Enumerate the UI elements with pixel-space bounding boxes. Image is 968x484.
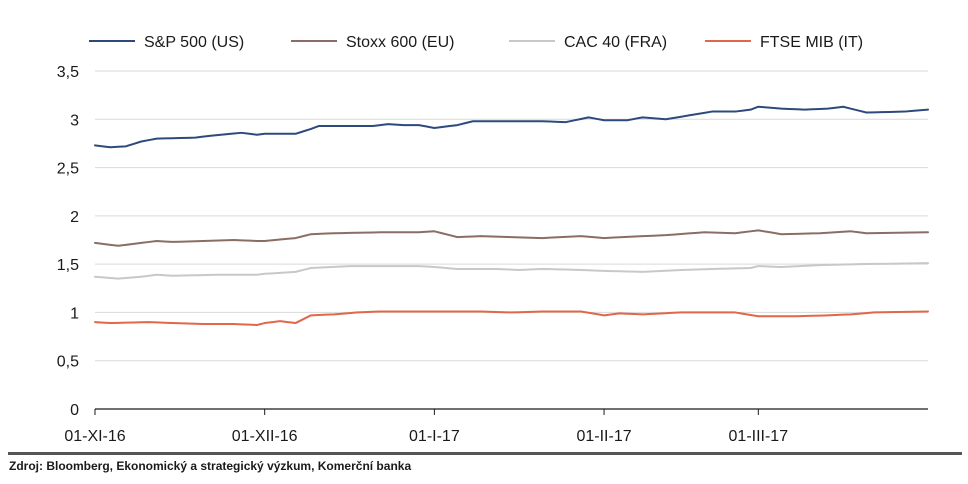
y-tick-label: 0 [70, 402, 79, 419]
x-tick-label: 01-II-17 [576, 428, 631, 445]
legend-label: Stoxx 600 (EU) [346, 34, 454, 51]
series-line [94, 105, 929, 149]
legend-label: FTSE MIB (IT) [760, 34, 863, 51]
y-tick-label: 2,5 [57, 161, 79, 178]
y-tick-label: 3 [70, 112, 79, 129]
y-tick-label: 3,5 [57, 64, 79, 81]
source-divider [8, 452, 962, 455]
y-tick-label: 1,5 [57, 257, 79, 274]
series-lines [94, 105, 929, 326]
x-tick-label: 01-XI-16 [64, 428, 125, 445]
y-tick-label: 2 [70, 209, 79, 226]
axes: 0 0,5 1 1,5 2 2,5 3 3,5 01-XI-16 01-XII-16 01-I-17… [57, 64, 928, 445]
series-line [94, 310, 929, 326]
series-line [94, 262, 929, 280]
x-tick-label: 01-XII-16 [232, 428, 298, 445]
legend-label: CAC 40 (FRA) [564, 34, 667, 51]
series-line [94, 229, 929, 247]
y-tick-label: 0,5 [57, 354, 79, 371]
gridlines [95, 70, 928, 362]
y-tick-label: 1 [70, 305, 79, 322]
x-tick-label: 01-III-17 [729, 428, 789, 445]
source-note: Zdroj: Bloomberg, Ekonomický a strategic… [9, 459, 412, 473]
line-chart: 0 0,5 1 1,5 2 2,5 3 3,5 01-XI-16 01-XII-16 01-I-17… [57, 34, 929, 445]
x-tick-label: 01-I-17 [409, 428, 460, 445]
legend: S&P 500 (US) Stoxx 600 (EU) CAC 40 (FRA) FT… [89, 34, 863, 51]
legend-label: S&P 500 (US) [144, 34, 244, 51]
